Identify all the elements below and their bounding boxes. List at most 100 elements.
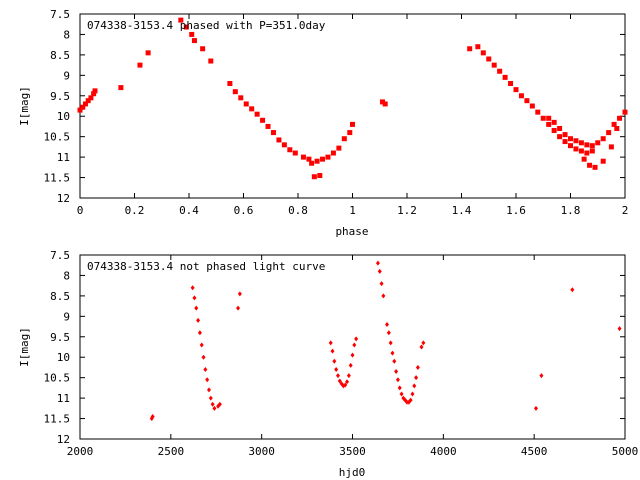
phased-data-point [325,154,331,160]
phased-data-point [265,123,271,129]
unphased-data-point [328,340,333,346]
phased-data-point [306,156,312,162]
phased-data-point [320,156,326,162]
unphased-data-point [332,358,337,364]
phased-data-point [568,143,573,149]
unphased-chart-title: 074338-3153.4 not phased light curve [87,260,325,273]
phased-data-point [600,136,606,142]
unphased-data-point [352,342,357,348]
phased-data-point [551,119,557,125]
phased-data-point [227,81,233,87]
unphased-x-tick-label: 3500 [339,445,366,458]
phased-data-point [540,115,546,121]
phased-data-point [137,62,143,68]
unphased-x-tick-label: 4500 [521,445,548,458]
unphased-data-point [388,340,393,346]
unphased-y-axis-label: I[mag] [18,327,31,367]
phased-data-point [524,98,530,104]
phased-data-point [92,88,98,94]
phased-x-tick-label: 0 [77,204,84,217]
phased-data-point [584,142,590,148]
phased-light-curve-panel: 0 0.2 0.4 0.6 0.8 1 1.2 1.4 1.6 1.8 2 7.5 8 8.5 9 9.5 10… [18,8,628,238]
phased-data-point [589,143,595,149]
unphased-data-point [206,387,211,393]
unphased-data-point [343,382,348,388]
phased-data-point [80,104,86,110]
unphased-data-point [410,391,415,397]
phased-data-point [581,156,587,162]
phased-data-point [330,150,336,156]
phased-data-point [238,95,244,101]
unphased-data-point [385,322,390,328]
unphased-data-point [192,295,197,301]
phased-data-point [600,158,606,164]
unphased-data-point [208,395,213,401]
unphased-x-tick-label: 4000 [430,445,457,458]
phased-data-point [336,145,342,151]
phased-data-point [178,17,184,23]
phased-data-point [200,46,206,52]
unphased-data-point [196,317,201,323]
phased-data-point [589,148,595,154]
unphased-data-point [390,350,395,356]
unphased-data-point [199,342,204,348]
phased-data-point [557,134,563,140]
phased-y-tick-label: 8.5 [50,49,70,62]
phased-x-tick-label: 0.6 [234,204,254,217]
phased-data-point [614,125,620,131]
phased-data-point [573,138,579,144]
phased-x-tick-label: 0.4 [179,204,199,217]
phased-data-point [77,107,83,113]
unphased-x-tick-label: 3000 [248,445,275,458]
unphased-x-tick-label: 2500 [158,445,185,458]
unphased-data-point [201,354,206,360]
phased-data-point [568,136,573,142]
phased-y-tick-label: 12 [57,192,70,205]
phased-y-tick-label: 11 [57,151,70,164]
phased-x-tick-label: 2 [622,204,629,217]
phased-data-point [232,89,238,95]
unphased-y-tick-label: 12 [57,433,70,446]
phased-data-point [557,125,563,131]
phased-data-point [309,160,315,166]
phased-data-point [85,98,91,104]
unphased-data-point [392,358,397,364]
unphased-data-point [345,379,350,385]
unphased-data-point [354,336,359,342]
phased-y-tick-label: 8 [63,28,70,41]
unphased-data-point [414,375,419,381]
unphased-data-point [217,401,222,407]
phased-data-point [502,74,508,80]
phased-data-point [382,101,388,107]
phased-x-tick-label: 1.4 [452,204,472,217]
unphased-data-point [395,377,400,383]
phased-data-point [183,24,189,30]
phased-data-point [592,164,598,170]
unphased-data-point [330,348,335,354]
phased-data-point [118,85,124,91]
unphased-data-point [394,369,399,375]
phased-data-point [486,56,492,62]
unphased-y-tick-label: 8 [63,269,70,282]
unphased-data-point [539,373,544,379]
phased-data-point [88,95,94,101]
unphased-data-point [419,344,424,350]
phased-x-tick-label: 0.2 [125,204,145,217]
phased-x-tick-label: 0.8 [288,204,308,217]
unphased-y-tick-label: 11.5 [44,413,71,426]
phased-data-point [300,154,306,160]
phased-y-tick-label: 7.5 [50,8,70,21]
phased-data-point [606,130,612,136]
unphased-data-points [149,260,622,422]
unphased-data-point [212,405,217,411]
unphased-data-point [210,401,215,407]
phased-data-point [475,44,481,50]
unphased-data-point [350,352,355,358]
phased-data-point [467,46,473,52]
phased-y-tick-label: 10 [57,110,70,123]
unphased-data-point [150,414,155,420]
phased-data-point [350,121,355,127]
unphased-data-point [194,305,199,311]
unphased-x-tick-label: 2000 [67,445,94,458]
